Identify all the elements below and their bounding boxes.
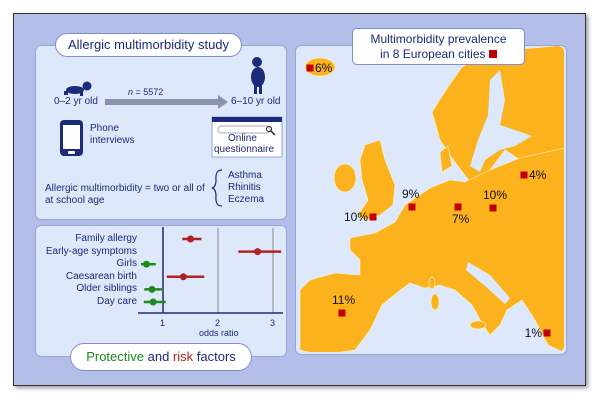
odds-ratio-point	[254, 248, 262, 256]
city-marker	[408, 203, 416, 211]
start-age-label: 0–2 yr old	[54, 96, 98, 107]
odds-ratio-point	[179, 273, 187, 281]
x-tick-label: 2	[215, 318, 221, 328]
phone-icon	[60, 120, 83, 156]
city-marker	[454, 203, 462, 211]
city-prevalence-label: 11%	[332, 293, 356, 307]
sicily	[469, 320, 487, 330]
condition-eczema: Eczema	[228, 194, 265, 205]
ireland	[333, 163, 357, 193]
cohort-size: n = 5572	[128, 87, 163, 97]
brace-icon	[211, 169, 223, 207]
city-marker	[520, 171, 528, 179]
city-marker	[543, 329, 551, 337]
map-title-line2: in 8 European cities	[353, 47, 524, 62]
city-marker	[489, 204, 497, 212]
city-marker	[338, 309, 346, 317]
map-title: Multimorbidity prevalence in 8 European …	[352, 28, 525, 65]
great-britain	[357, 139, 396, 221]
factor-label: Girls	[116, 258, 137, 270]
and-word: and	[147, 349, 170, 364]
baby-icon	[64, 81, 92, 96]
factor-label: Early-age symptoms	[45, 245, 137, 257]
x-tick-label: 1	[160, 318, 166, 328]
definition-line2: at school age	[45, 195, 105, 206]
odds-ratio-point	[187, 235, 194, 243]
online-label-line1: Online	[228, 133, 257, 144]
city-marker	[306, 64, 314, 72]
risk-word: risk	[172, 349, 194, 364]
city-prevalence-label: 6%	[315, 61, 333, 75]
odds-ratio-point	[149, 298, 157, 306]
toddler-icon	[251, 57, 265, 94]
end-age-label: 6–10 yr old	[231, 96, 281, 107]
city-marker	[369, 213, 377, 221]
x-tick-label: 3	[270, 318, 276, 328]
factors-title: Protective and risk factors	[70, 343, 252, 371]
map-title-line1: Multimorbidity prevalence	[370, 32, 507, 46]
city-prevalence-label: 9%	[402, 187, 420, 201]
online-label-line2: questionnaire	[214, 144, 275, 155]
odds-ratio-point	[148, 285, 156, 293]
factor-label: Older siblings	[76, 283, 137, 295]
city-prevalence-label: 10%	[483, 188, 508, 202]
questionnaire-window-icon	[211, 116, 283, 158]
protective-word: Protective	[86, 349, 144, 364]
odds-ratio-point	[143, 260, 150, 268]
phone-label-line2: interviews	[90, 135, 135, 146]
corsica	[428, 276, 436, 290]
x-axis-label: odds ratio	[199, 328, 239, 338]
factor-label: Day care	[96, 296, 137, 307]
study-title: Allergic multimorbidity study	[55, 33, 242, 57]
city-prevalence-label: 1%	[524, 326, 542, 340]
baltic-sea	[470, 70, 532, 172]
denmark	[439, 145, 453, 173]
legend-marker-icon	[488, 50, 497, 58]
factors-word: factors	[196, 349, 236, 364]
city-prevalence-label: 10%	[343, 210, 368, 224]
factors-panel	[35, 225, 287, 357]
factor-label: Family allergy	[75, 233, 137, 244]
factor-label: Caesarean birth	[65, 270, 137, 282]
condition-rhinitis: Rhinitis	[228, 182, 261, 193]
map-title-line2-text: in 8 European cities	[380, 47, 486, 61]
phone-label-line1: Phone	[90, 123, 119, 134]
city-prevalence-label: 4%	[529, 168, 547, 182]
arrow-icon	[105, 95, 228, 109]
sardinia	[430, 293, 440, 311]
n-symbol: n	[128, 87, 134, 97]
adriatic-sea	[466, 262, 510, 304]
condition-asthma: Asthma	[228, 170, 262, 181]
definition-line1: Allergic multimorbidity = two or all of	[45, 183, 205, 194]
n-value: = 5572	[135, 87, 164, 97]
city-prevalence-label: 7%	[452, 212, 470, 226]
